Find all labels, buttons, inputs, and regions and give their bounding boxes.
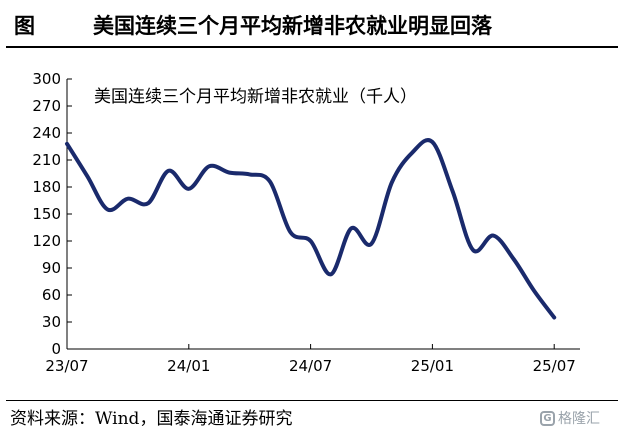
header-rule [6,46,618,48]
figure-label: 图 [14,13,35,38]
footer-rule [6,400,618,401]
x-tick-label: 23/07 [45,357,88,375]
x-tick-label: 24/07 [289,357,332,375]
y-tick-label: 60 [42,286,61,304]
series-line [65,138,557,320]
y-tick-label: 180 [32,178,61,196]
watermark-text: 格隆汇 [558,411,600,427]
x-tick-label: 25/01 [411,357,454,375]
x-tick-label: 24/01 [167,357,210,375]
watermark-logo-icon: G [540,410,555,426]
source-note: 资料来源：Wind，国泰海通证券研究 [10,409,293,429]
y-tick-label: 30 [42,313,61,331]
y-tick-label: 240 [32,124,61,142]
y-tick-label: 150 [32,205,61,223]
y-tick-label: 210 [32,151,61,169]
figure-title: 美国连续三个月平均新增非农就业明显回落 [93,13,492,38]
y-tick-label: 90 [42,259,61,277]
y-tick-label: 270 [32,97,61,115]
chart-title: 美国连续三个月平均新增非农就业（千人） [94,87,417,107]
watermark: G 格隆汇 [540,408,600,428]
y-tick-label: 0 [51,340,61,358]
y-tick-label: 300 [32,70,61,88]
figure-header: 图 美国连续三个月平均新增非农就业明显回落 [0,0,622,46]
x-tick-label: 25/07 [533,357,576,375]
y-tick-label: 120 [32,232,61,250]
